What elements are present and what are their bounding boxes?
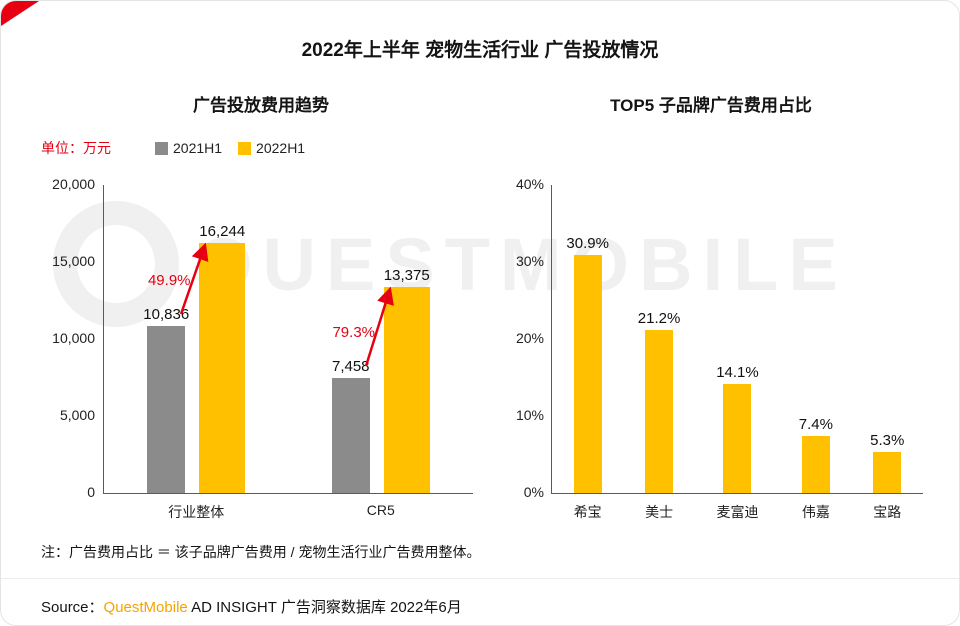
y-axis-tick-label: 20,000: [52, 176, 95, 192]
y-axis-tick-label: 30%: [515, 253, 544, 269]
ad-spend-trend-chart: 20,000 15,000 10,000 5,000 0 10,836 16,244 49.…: [41, 176, 486, 537]
left-y-axis: 20,000 15,000 10,000 5,000 0: [41, 176, 95, 507]
right-y-axis: 40% 30% 20% 10% 0%: [506, 176, 544, 507]
y-axis-tick-label: 10,000: [52, 330, 95, 346]
bar-group: 7.4% 伟嘉: [798, 185, 833, 522]
bar-single: 14.1%: [716, 185, 759, 493]
unit-label: 单位：万元: [41, 140, 111, 156]
category-label: 希宝: [573, 504, 602, 520]
corner-ribbon: [1, 1, 39, 26]
bar-pair: 7,458 13,375 79.3%: [331, 185, 430, 493]
bar-value-label: 21.2%: [637, 310, 681, 327]
bar-2021H1: [331, 378, 370, 493]
brand-share-bar: [645, 330, 674, 493]
right-plot-area: 30.9% 希宝 21.2% 美士 14.1% 麦富迪 7.4% 伟嘉 5.3% 宝路: [552, 185, 923, 522]
bar-wrap: 5.3%: [870, 185, 905, 493]
right-chart-title: TOP5 子品牌广告费用占比: [610, 96, 812, 115]
legend-label-2021h1: 2021H1: [173, 140, 223, 156]
bar-wrap: 7.4%: [798, 185, 833, 493]
bar-wrap-2021H1: 10,836: [143, 185, 189, 493]
bar-group: 10,836 16,244 49.9% 行业整体: [143, 185, 246, 522]
y-axis-tick-label: 5,000: [59, 407, 95, 423]
bar-value-label: 10,836: [143, 306, 190, 323]
legend-swatch-2021h1: [155, 141, 168, 155]
y-axis-tick-label: 0%: [523, 484, 544, 500]
legend-item-2022h1: 2022H1: [238, 140, 305, 156]
y-axis-tick-label: 10%: [515, 407, 544, 423]
bar-wrap: 30.9%: [566, 185, 609, 493]
bar-wrap-2021H1: 7,458: [331, 185, 370, 493]
bar-value-label: 5.3%: [870, 432, 905, 449]
bar-wrap-2022H1: 13,375: [383, 185, 430, 493]
bar-single: 21.2%: [638, 185, 680, 493]
bar-group: 21.2% 美士: [638, 185, 681, 522]
bar-wrap: 21.2%: [638, 185, 680, 493]
bar-pair: 10,836 16,244 49.9%: [143, 185, 246, 493]
left-chart-title: 广告投放费用趋势: [193, 96, 329, 115]
bar-single: 5.3%: [870, 185, 905, 493]
bar-single: 7.4%: [798, 185, 833, 493]
page-title: 2022年上半年 宠物生活行业 广告投放情况: [301, 40, 659, 61]
brand-share-bar: [723, 384, 752, 493]
bar-value-label: 16,244: [199, 223, 246, 240]
x-axis-line: [551, 493, 923, 494]
legend-row: 单位：万元 2021H1 2022H1: [41, 138, 321, 158]
x-axis-line: [103, 493, 473, 494]
bar-value-label: 7,458: [331, 358, 370, 375]
bar-wrap-2022H1: 16,244: [199, 185, 246, 493]
y-axis-tick-label: 20%: [515, 330, 544, 346]
bar-single: 30.9%: [566, 185, 609, 493]
growth-label: 79.3%: [332, 324, 376, 341]
bar-wrap: 14.1%: [716, 185, 759, 493]
brand-share-bar: [873, 452, 902, 493]
y-axis-line: [103, 185, 104, 494]
y-axis-tick-label: 15,000: [52, 253, 95, 269]
bar-2022H1: [383, 287, 430, 493]
bar-2021H1: [147, 326, 186, 493]
bar-value-label: 7.4%: [798, 416, 833, 433]
category-label: 麦富迪: [716, 504, 759, 520]
source-rest: AD INSIGHT 广告洞察数据库 2022年6月: [187, 599, 462, 616]
footer-divider: [1, 578, 959, 579]
source-brand: QuestMobile: [103, 599, 188, 616]
y-axis-tick-label: 40%: [515, 176, 544, 192]
category-label: 美士: [645, 504, 674, 520]
brand-share-bar: [801, 436, 830, 493]
brand-share-bar: [573, 255, 602, 493]
left-plot-area: 10,836 16,244 49.9% 行业整体 7,458 13,375 79.3% CR5: [104, 185, 473, 522]
category-label: 伟嘉: [801, 504, 830, 520]
bar-group: 30.9% 希宝: [566, 185, 609, 522]
bar-group: 7,458 13,375 79.3% CR5: [331, 185, 430, 522]
growth-label: 49.9%: [147, 272, 191, 289]
source-line: Source：QuestMobile AD INSIGHT 广告洞察数据库 20…: [41, 596, 462, 617]
bar-group: 14.1% 麦富迪: [716, 185, 759, 522]
footnote: 注：广告费用占比 ＝ 该子品牌广告费用 / 宠物生活行业广告费用整体。: [41, 544, 481, 560]
source-prefix: Source：: [41, 599, 104, 616]
y-axis-tick-label: 0: [87, 484, 95, 500]
y-axis-line: [551, 185, 552, 494]
bar-group: 5.3% 宝路: [870, 185, 905, 522]
bar-2022H1: [199, 243, 246, 493]
legend-item-2021h1: 2021H1: [155, 140, 222, 156]
top5-brand-share-chart: 40% 30% 20% 10% 0% 30.9% 希宝 21.2% 美士 14.1% 麦富迪 7.4…: [506, 176, 926, 537]
bar-value-label: 13,375: [383, 267, 430, 284]
bar-value-label: 14.1%: [716, 364, 759, 381]
bar-value-label: 30.9%: [566, 235, 609, 252]
legend-swatch-2022h1: [238, 141, 252, 155]
category-label: 宝路: [873, 504, 902, 520]
category-label: 行业整体: [168, 504, 225, 520]
legend-label-2022h1: 2022H1: [256, 140, 306, 156]
category-label: CR5: [366, 502, 395, 518]
